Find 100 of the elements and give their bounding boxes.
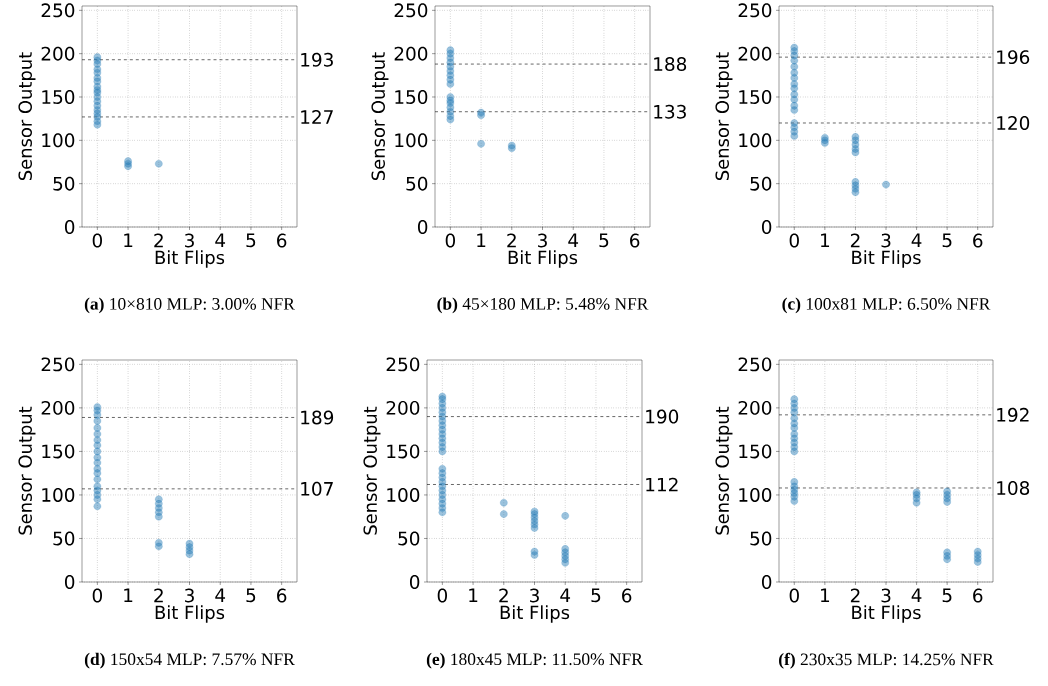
ref-line-label: 107 xyxy=(301,481,333,496)
x-tick-label: 0 xyxy=(92,588,102,603)
y-tick-label: 0 xyxy=(64,575,75,589)
x-tick-label: 2 xyxy=(850,233,860,248)
x-axis-title: Bit Flips xyxy=(508,250,578,268)
x-tick-label: 4 xyxy=(568,233,579,247)
y-tick-label: 50 xyxy=(750,531,772,546)
x-tick-label: 3 xyxy=(538,233,547,248)
x-tick-label: 2 xyxy=(154,588,163,603)
text: (a) 10×810 MLP: 3.00% NFR xyxy=(84,297,295,314)
y-tick-label: 150 xyxy=(395,90,428,104)
x-tick-label: 4 xyxy=(911,588,922,602)
y-axis-title: Sensor Output xyxy=(18,406,36,535)
x-tick-label: 0 xyxy=(789,588,799,603)
text: (e) 180x45 MLP: 11.50% NFR xyxy=(426,652,643,669)
x-axis-title: Bit Flips xyxy=(155,250,225,268)
y-tick-label: 150 xyxy=(42,444,75,459)
x-tick-label: 5 xyxy=(942,588,952,603)
x-tick-label: 1 xyxy=(469,588,478,602)
x-tick-label: 2 xyxy=(499,588,508,603)
y-tick-label: 100 xyxy=(42,133,75,148)
y-tick-label: 0 xyxy=(417,220,428,234)
x-tick-label: 3 xyxy=(881,588,891,603)
y-tick-label: 0 xyxy=(761,575,772,589)
x-tick-label: 6 xyxy=(622,588,632,603)
y-tick-label: 200 xyxy=(738,400,772,415)
x-axis-title: Bit Flips xyxy=(852,250,921,268)
y-tick-label: 250 xyxy=(738,3,772,18)
ref-line-label: 193 xyxy=(301,52,333,67)
x-tick-label: 4 xyxy=(215,233,226,247)
y-tick-label: 0 xyxy=(409,575,420,589)
y-tick-label: 50 xyxy=(53,176,75,191)
y-tick-label: 0 xyxy=(64,220,75,234)
x-tick-label: 1 xyxy=(124,233,133,247)
y-tick-label: 0 xyxy=(761,220,772,234)
y-tick-label: 50 xyxy=(750,176,772,191)
y-tick-label: 50 xyxy=(398,531,420,546)
ref-line-label: 112 xyxy=(646,477,678,492)
ref-line-label: 196 xyxy=(997,50,1030,65)
y-tick-label: 100 xyxy=(42,487,75,502)
text: (d) 150x54 MLP: 7.57% NFR xyxy=(84,652,295,669)
y-tick-label: 200 xyxy=(738,46,772,61)
x-tick-label: 2 xyxy=(850,588,860,603)
y-tick-label: 50 xyxy=(53,531,75,546)
x-tick-label: 0 xyxy=(92,233,102,248)
y-tick-label: 100 xyxy=(739,487,772,502)
x-tick-label: 4 xyxy=(215,588,226,602)
y-tick-label: 150 xyxy=(739,444,772,459)
y-tick-label: 150 xyxy=(739,90,772,104)
x-tick-label: 5 xyxy=(599,233,609,248)
x-tick-label: 5 xyxy=(246,588,256,603)
y-tick-label: 250 xyxy=(394,3,428,18)
text: (b) 45×180 MLP: 5.48% NFR xyxy=(437,297,649,314)
x-tick-label: 4 xyxy=(560,588,571,602)
y-tick-label: 150 xyxy=(387,444,420,459)
y-axis-title: Sensor Output xyxy=(715,52,733,181)
text: (f) 230x35 MLP: 14.25% NFR xyxy=(779,652,994,669)
x-tick-label: 6 xyxy=(973,588,983,603)
y-tick-label: 150 xyxy=(42,90,75,104)
y-tick-label: 200 xyxy=(394,46,428,61)
y-tick-label: 250 xyxy=(386,357,420,372)
ref-line-label: 190 xyxy=(646,409,679,424)
x-tick-label: 3 xyxy=(185,588,194,603)
y-tick-label: 250 xyxy=(41,357,75,372)
x-tick-label: 1 xyxy=(124,588,133,602)
x-tick-label: 6 xyxy=(973,233,983,248)
x-tick-label: 0 xyxy=(445,233,455,248)
y-tick-label: 50 xyxy=(406,176,428,191)
ref-line-label: 188 xyxy=(654,57,687,72)
y-tick-label: 100 xyxy=(739,133,772,148)
y-tick-label: 100 xyxy=(395,133,428,148)
x-tick-label: 6 xyxy=(277,233,287,248)
y-tick-label: 250 xyxy=(738,357,772,372)
x-tick-label: 1 xyxy=(821,233,830,247)
x-axis-title: Bit Flips xyxy=(500,605,570,623)
y-tick-label: 200 xyxy=(41,400,75,415)
x-tick-label: 5 xyxy=(942,233,952,248)
x-tick-label: 6 xyxy=(630,233,640,248)
x-tick-label: 1 xyxy=(821,588,830,602)
x-tick-label: 0 xyxy=(437,588,447,603)
y-tick-label: 250 xyxy=(41,3,75,18)
x-tick-label: 6 xyxy=(277,588,287,603)
x-tick-label: 4 xyxy=(911,233,922,247)
y-axis-title: Sensor Output xyxy=(715,406,733,535)
ref-line-label: 120 xyxy=(997,116,1030,130)
x-tick-label: 3 xyxy=(530,588,539,603)
y-axis-title: Sensor Output xyxy=(363,406,381,535)
ref-line-label: 108 xyxy=(997,481,1030,495)
x-tick-label: 0 xyxy=(789,233,799,248)
ref-line-label: 133 xyxy=(654,104,686,119)
x-tick-label: 1 xyxy=(477,233,486,247)
x-tick-label: 3 xyxy=(185,233,194,248)
ref-line-label: 127 xyxy=(301,110,333,124)
x-axis-title: Bit Flips xyxy=(852,605,921,623)
ref-line-label: 192 xyxy=(997,407,1029,422)
y-axis-title: Sensor Output xyxy=(18,52,36,181)
text: (c) 100x81 MLP: 6.50% NFR xyxy=(782,297,991,314)
ref-line-label: 189 xyxy=(301,410,334,425)
y-tick-label: 100 xyxy=(387,487,420,502)
x-tick-label: 5 xyxy=(591,588,601,603)
